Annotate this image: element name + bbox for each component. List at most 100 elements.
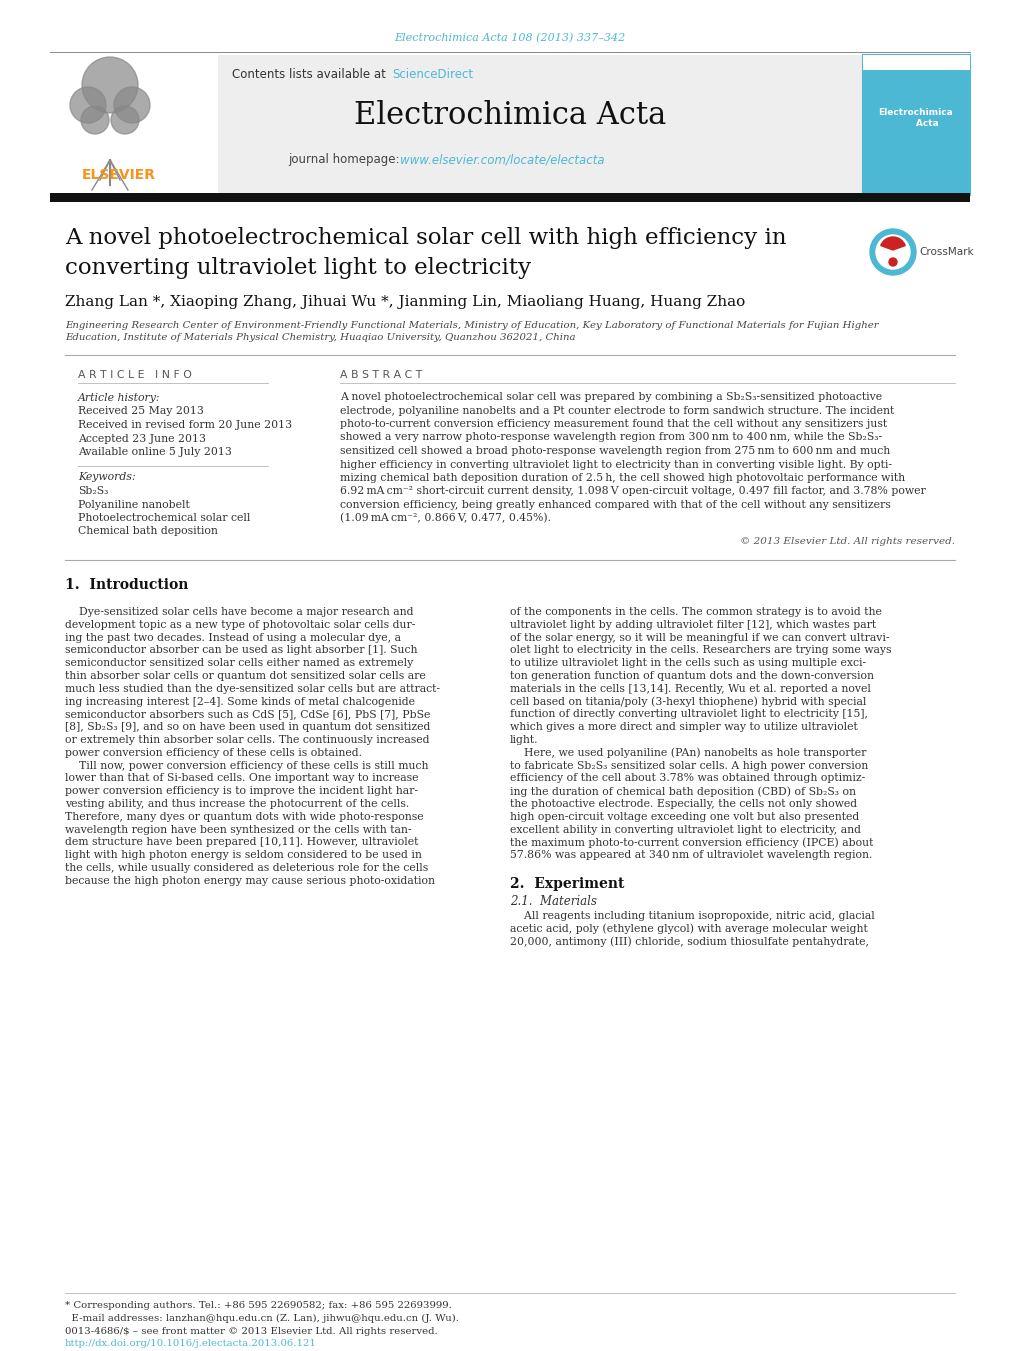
Circle shape	[70, 86, 106, 123]
Text: [8], Sb₂S₃ [9], and so on have been used in quantum dot sensitized: [8], Sb₂S₃ [9], and so on have been used…	[65, 723, 430, 732]
Text: 2.1.  Materials: 2.1. Materials	[510, 894, 596, 908]
FancyBboxPatch shape	[50, 55, 969, 195]
Text: ton generation function of quantum dots and the down-conversion: ton generation function of quantum dots …	[510, 671, 873, 681]
Circle shape	[114, 86, 150, 123]
Text: A R T I C L E   I N F O: A R T I C L E I N F O	[77, 370, 192, 380]
Text: 20,000, antimony (III) chloride, sodium thiosulfate pentahydrate,: 20,000, antimony (III) chloride, sodium …	[510, 936, 868, 947]
Circle shape	[82, 57, 138, 113]
Text: ing the duration of chemical bath deposition (CBD) of Sb₂S₃ on: ing the duration of chemical bath deposi…	[510, 786, 855, 797]
Text: power conversion efficiency of these cells is obtained.: power conversion efficiency of these cel…	[65, 748, 362, 758]
Text: ScienceDirect: ScienceDirect	[391, 69, 473, 81]
Text: olet light to electricity in the cells. Researchers are trying some ways: olet light to electricity in the cells. …	[510, 646, 891, 655]
Text: Education, Institute of Materials Physical Chemistry, Huaqiao University, Quanzh: Education, Institute of Materials Physic…	[65, 334, 575, 343]
Text: CrossMark: CrossMark	[918, 247, 973, 257]
Circle shape	[81, 105, 109, 134]
Text: All reagents including titanium isopropoxide, nitric acid, glacial: All reagents including titanium isopropo…	[510, 911, 874, 921]
Text: light.: light.	[510, 735, 538, 744]
Text: wavelength region have been synthesized or the cells with tan-: wavelength region have been synthesized …	[65, 824, 411, 835]
Text: Received 25 May 2013: Received 25 May 2013	[77, 407, 204, 416]
Text: showed a very narrow photo-response wavelength region from 300 nm to 400 nm, whi: showed a very narrow photo-response wave…	[339, 432, 881, 443]
Text: semiconductor absorber can be used as light absorber [1]. Such: semiconductor absorber can be used as li…	[65, 646, 417, 655]
Text: photo-to-current conversion efficiency measurement found that the cell without a: photo-to-current conversion efficiency m…	[339, 419, 887, 430]
Text: Available online 5 July 2013: Available online 5 July 2013	[77, 447, 231, 457]
Text: lower than that of Si-based cells. One important way to increase: lower than that of Si-based cells. One i…	[65, 773, 418, 784]
Text: 2.  Experiment: 2. Experiment	[510, 877, 624, 892]
Text: Polyaniline nanobelt: Polyaniline nanobelt	[77, 500, 190, 509]
Circle shape	[889, 258, 896, 266]
Text: conversion efficiency, being greatly enhanced compared with that of the cell wit: conversion efficiency, being greatly enh…	[339, 500, 890, 509]
Text: Contents lists available at: Contents lists available at	[232, 69, 389, 81]
Text: (1.09 mA cm⁻², 0.866 V, 0.477, 0.45%).: (1.09 mA cm⁻², 0.866 V, 0.477, 0.45%).	[339, 513, 550, 524]
Text: www.elsevier.com/locate/electacta: www.elsevier.com/locate/electacta	[399, 154, 604, 166]
FancyBboxPatch shape	[50, 55, 218, 195]
Text: Chemical bath deposition: Chemical bath deposition	[77, 527, 218, 536]
Text: Keywords:: Keywords:	[77, 473, 136, 482]
Text: 0013-4686/$ – see front matter © 2013 Elsevier Ltd. All rights reserved.: 0013-4686/$ – see front matter © 2013 El…	[65, 1327, 437, 1336]
FancyBboxPatch shape	[50, 193, 969, 203]
Text: electrode, polyaniline nanobelts and a Pt counter electrode to form sandwich str: electrode, polyaniline nanobelts and a P…	[339, 405, 894, 416]
Text: A B S T R A C T: A B S T R A C T	[339, 370, 422, 380]
Text: of the solar energy, so it will be meaningful if we can convert ultravi-: of the solar energy, so it will be meani…	[510, 632, 889, 643]
Text: because the high photon energy may cause serious photo-oxidation: because the high photon energy may cause…	[65, 875, 434, 886]
Text: © 2013 Elsevier Ltd. All rights reserved.: © 2013 Elsevier Ltd. All rights reserved…	[739, 538, 954, 547]
Text: to fabricate Sb₂S₃ sensitized solar cells. A high power conversion: to fabricate Sb₂S₃ sensitized solar cell…	[510, 761, 867, 770]
Text: ultraviolet light by adding ultraviolet filter [12], which wastes part: ultraviolet light by adding ultraviolet …	[510, 620, 875, 630]
Text: the cells, while usually considered as deleterious role for the cells: the cells, while usually considered as d…	[65, 863, 428, 873]
Text: Received in revised form 20 June 2013: Received in revised form 20 June 2013	[77, 420, 291, 430]
Circle shape	[875, 235, 909, 269]
FancyBboxPatch shape	[862, 55, 969, 195]
Text: to utilize ultraviolet light in the cells such as using multiple exci-: to utilize ultraviolet light in the cell…	[510, 658, 865, 669]
Text: excellent ability in converting ultraviolet light to electricity, and: excellent ability in converting ultravio…	[510, 824, 860, 835]
Text: E-mail addresses: lanzhan@hqu.edu.cn (Z. Lan), jihwu@hqu.edu.cn (J. Wu).: E-mail addresses: lanzhan@hqu.edu.cn (Z.…	[65, 1313, 459, 1323]
Text: thin absorber solar cells or quantum dot sensitized solar cells are: thin absorber solar cells or quantum dot…	[65, 671, 425, 681]
Text: Article history:: Article history:	[77, 393, 160, 403]
Text: the photoactive electrode. Especially, the cells not only showed: the photoactive electrode. Especially, t…	[510, 798, 856, 809]
Wedge shape	[880, 236, 904, 250]
Text: which gives a more direct and simpler way to utilize ultraviolet: which gives a more direct and simpler wa…	[510, 723, 857, 732]
Text: of the components in the cells. The common strategy is to avoid the: of the components in the cells. The comm…	[510, 607, 881, 617]
Text: light with high photon energy is seldom considered to be used in: light with high photon energy is seldom …	[65, 850, 422, 861]
Text: high open-circuit voltage exceeding one volt but also presented: high open-circuit voltage exceeding one …	[510, 812, 858, 821]
Text: function of directly converting ultraviolet light to electricity [15],: function of directly converting ultravio…	[510, 709, 867, 719]
Text: Therefore, many dyes or quantum dots with wide photo-response: Therefore, many dyes or quantum dots wit…	[65, 812, 423, 821]
Text: Photoelectrochemical solar cell: Photoelectrochemical solar cell	[77, 513, 250, 523]
Text: Electrochimica Acta: Electrochimica Acta	[354, 100, 665, 131]
Text: http://dx.doi.org/10.1016/j.electacta.2013.06.121: http://dx.doi.org/10.1016/j.electacta.20…	[65, 1339, 317, 1348]
Text: sensitized cell showed a broad photo-response wavelength region from 275 nm to 6: sensitized cell showed a broad photo-res…	[339, 446, 890, 457]
Text: power conversion efficiency is to improve the incident light har-: power conversion efficiency is to improv…	[65, 786, 418, 796]
Text: semiconductor absorbers such as CdS [5], CdSe [6], PbS [7], PbSe: semiconductor absorbers such as CdS [5],…	[65, 709, 430, 719]
Text: semiconductor sensitized solar cells either named as extremely: semiconductor sensitized solar cells eit…	[65, 658, 413, 669]
Text: Till now, power conversion efficiency of these cells is still much: Till now, power conversion efficiency of…	[65, 761, 428, 770]
FancyBboxPatch shape	[862, 55, 969, 70]
Text: materials in the cells [13,14]. Recently, Wu et al. reported a novel: materials in the cells [13,14]. Recently…	[510, 684, 870, 694]
Text: Here, we used polyaniline (PAn) nanobelts as hole transporter: Here, we used polyaniline (PAn) nanobelt…	[510, 748, 865, 758]
Text: Dye-sensitized solar cells have become a major research and: Dye-sensitized solar cells have become a…	[65, 607, 413, 617]
Text: ing the past two decades. Instead of using a molecular dye, a: ing the past two decades. Instead of usi…	[65, 632, 400, 643]
Text: dem structure have been prepared [10,11]. However, ultraviolet: dem structure have been prepared [10,11]…	[65, 838, 418, 847]
Text: mizing chemical bath deposition duration of 2.5 h, the cell showed high photovol: mizing chemical bath deposition duration…	[339, 473, 904, 484]
Text: 1.  Introduction: 1. Introduction	[65, 578, 189, 592]
Text: much less studied than the dye-sensitized solar cells but are attract-: much less studied than the dye-sensitize…	[65, 684, 439, 694]
Text: A novel photoelectrochemical solar cell was prepared by combining a Sb₂S₃-sensit: A novel photoelectrochemical solar cell …	[339, 392, 881, 403]
Text: higher efficiency in converting ultraviolet light to electricity than in convert: higher efficiency in converting ultravio…	[339, 459, 892, 470]
Text: Accepted 23 June 2013: Accepted 23 June 2013	[77, 434, 206, 443]
Text: ELSEVIER: ELSEVIER	[82, 168, 156, 182]
Text: Electrochimica
       Acta: Electrochimica Acta	[877, 108, 953, 128]
Text: Zhang Lan *, Xiaoping Zhang, Jihuai Wu *, Jianming Lin, Miaoliang Huang, Huang Z: Zhang Lan *, Xiaoping Zhang, Jihuai Wu *…	[65, 295, 745, 309]
Text: vesting ability, and thus increase the photocurrent of the cells.: vesting ability, and thus increase the p…	[65, 798, 409, 809]
Text: Sb₂S₃: Sb₂S₃	[77, 486, 108, 496]
Text: or extremely thin absorber solar cells. The continuously increased: or extremely thin absorber solar cells. …	[65, 735, 429, 744]
Circle shape	[111, 105, 139, 134]
Text: A novel photoelectrochemical solar cell with high efficiency in: A novel photoelectrochemical solar cell …	[65, 227, 786, 249]
Text: 57.86% was appeared at 340 nm of ultraviolet wavelength region.: 57.86% was appeared at 340 nm of ultravi…	[510, 850, 871, 861]
Text: the maximum photo-to-current conversion efficiency (IPCE) about: the maximum photo-to-current conversion …	[510, 838, 872, 848]
Text: Engineering Research Center of Environment-Friendly Functional Materials, Minist: Engineering Research Center of Environme…	[65, 320, 877, 330]
Text: acetic acid, poly (ethylene glycol) with average molecular weight: acetic acid, poly (ethylene glycol) with…	[510, 924, 867, 935]
Text: cell based on titania/poly (3-hexyl thiophene) hybrid with special: cell based on titania/poly (3-hexyl thio…	[510, 697, 865, 707]
Text: development topic as a new type of photovoltaic solar cells dur-: development topic as a new type of photo…	[65, 620, 415, 630]
Text: efficiency of the cell about 3.78% was obtained through optimiz-: efficiency of the cell about 3.78% was o…	[510, 773, 864, 784]
Text: journal homepage:: journal homepage:	[287, 154, 403, 166]
Text: Electrochimica Acta 108 (2013) 337–342: Electrochimica Acta 108 (2013) 337–342	[394, 32, 625, 43]
Text: * Corresponding authors. Tel.: +86 595 22690582; fax: +86 595 22693999.: * Corresponding authors. Tel.: +86 595 2…	[65, 1301, 451, 1309]
Text: 6.92 mA cm⁻² short-circuit current density, 1.098 V open-circuit voltage, 0.497 : 6.92 mA cm⁻² short-circuit current densi…	[339, 486, 925, 497]
